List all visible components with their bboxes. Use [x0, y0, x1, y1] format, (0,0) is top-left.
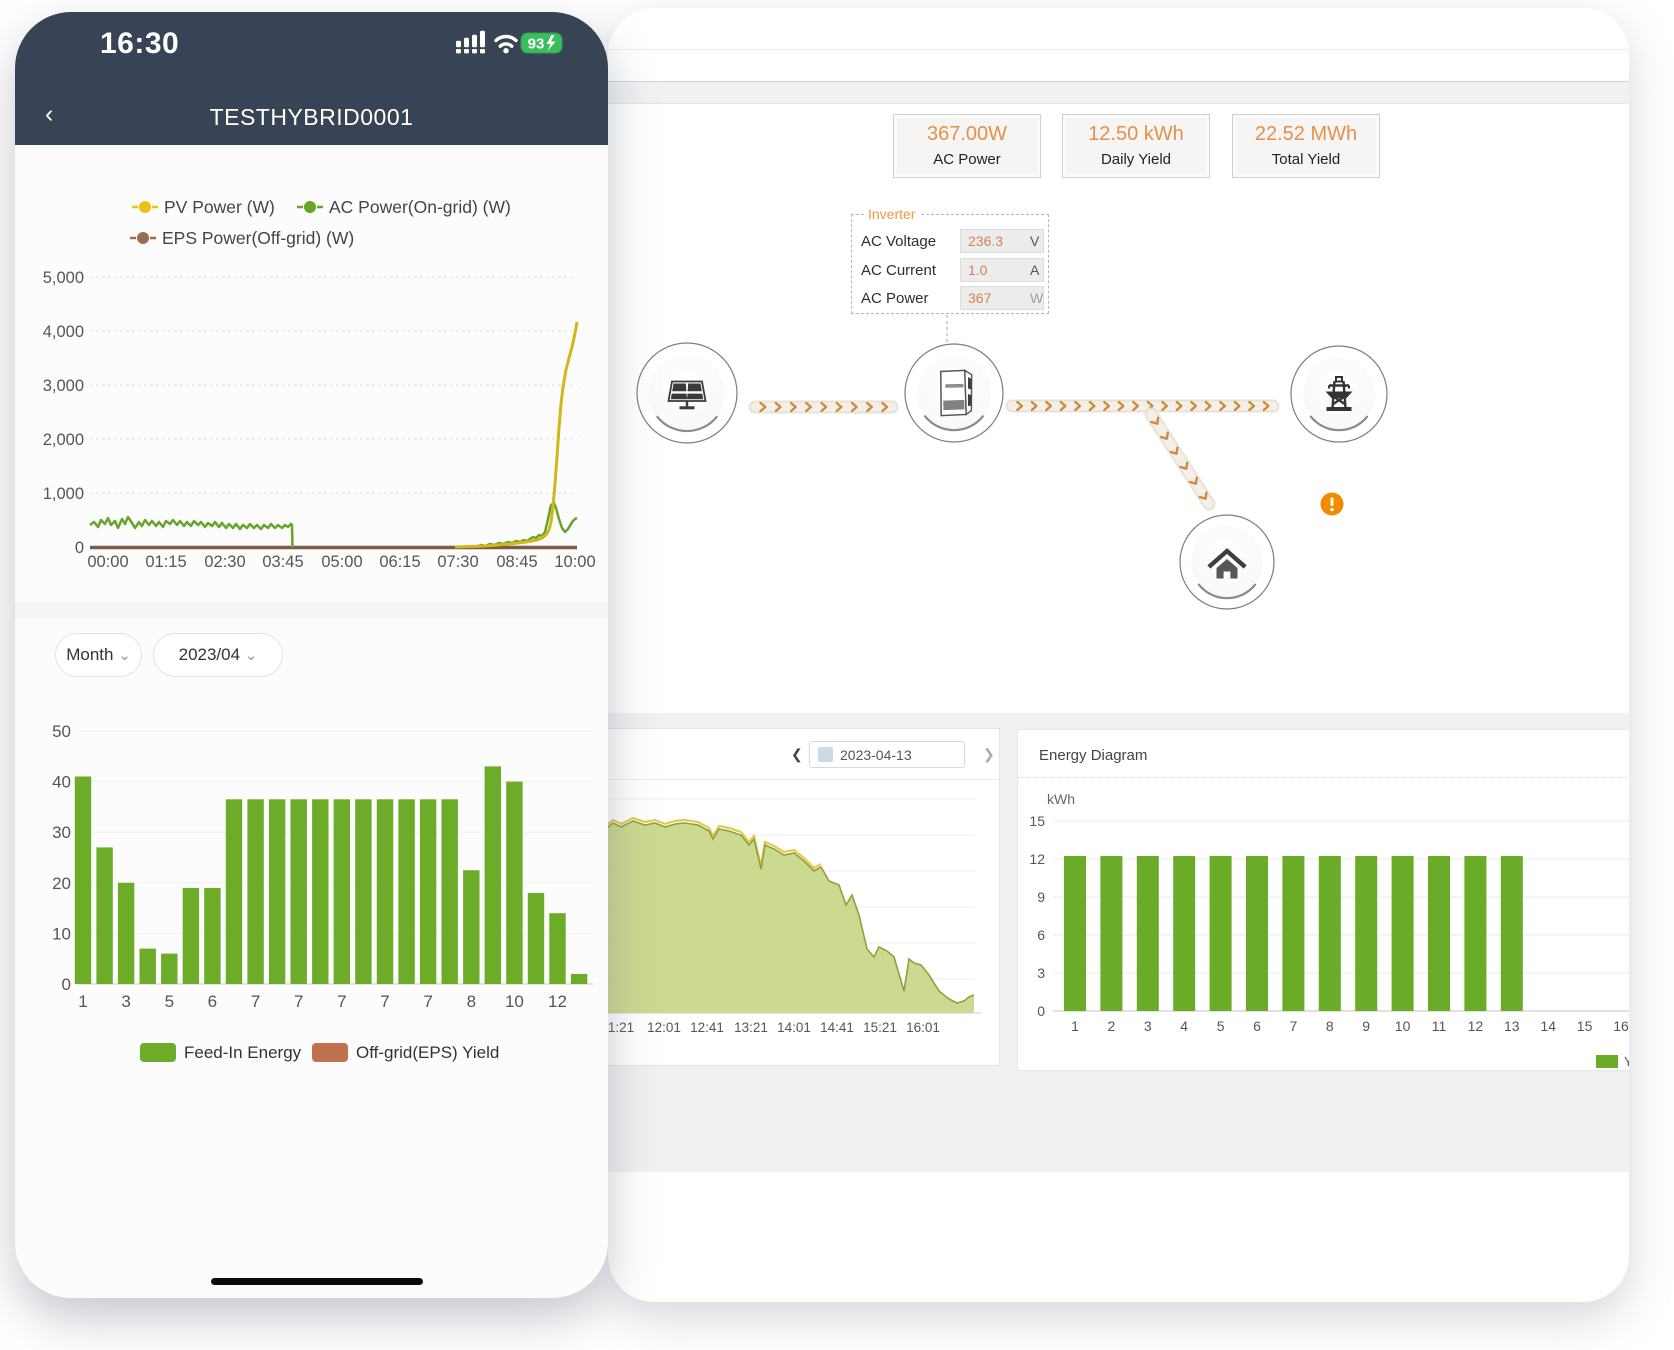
svg-text:14: 14 — [1540, 1018, 1556, 1034]
svg-text:06:15: 06:15 — [379, 553, 420, 571]
svg-text:16: 16 — [1613, 1018, 1629, 1034]
svg-text:3: 3 — [1144, 1018, 1152, 1034]
svg-text:14:01: 14:01 — [777, 1020, 811, 1035]
svg-text:6: 6 — [1253, 1018, 1261, 1034]
svg-text:7: 7 — [1290, 1018, 1298, 1034]
svg-text:12: 12 — [1468, 1018, 1484, 1034]
svg-text:02:30: 02:30 — [204, 553, 245, 571]
svg-text:3: 3 — [1037, 965, 1045, 981]
svg-text:7: 7 — [294, 992, 303, 1011]
svg-text:kWh: kWh — [1047, 791, 1075, 807]
svg-text:0: 0 — [75, 539, 84, 557]
svg-text:4: 4 — [1180, 1018, 1188, 1034]
svg-text:1: 1 — [78, 992, 87, 1011]
svg-text:20: 20 — [52, 874, 71, 893]
svg-text:3,000: 3,000 — [43, 377, 84, 395]
svg-text:EPS Power(Off-grid) (W): EPS Power(Off-grid) (W) — [162, 228, 354, 248]
svg-text:8: 8 — [1326, 1018, 1334, 1034]
svg-text:7: 7 — [337, 992, 346, 1011]
svg-text:7: 7 — [251, 992, 260, 1011]
svg-text:03:45: 03:45 — [262, 553, 303, 571]
svg-text:0: 0 — [62, 975, 71, 994]
svg-text:93: 93 — [528, 35, 545, 52]
svg-text:10: 10 — [52, 924, 71, 943]
svg-text:9: 9 — [1037, 889, 1045, 905]
svg-text:6: 6 — [1037, 927, 1045, 943]
svg-text:40: 40 — [52, 773, 71, 792]
svg-text:Yield: Yield — [1624, 1054, 1629, 1069]
svg-text:1:21: 1:21 — [608, 1020, 634, 1035]
svg-text:00:00: 00:00 — [87, 553, 128, 571]
svg-text:15: 15 — [1577, 1018, 1593, 1034]
svg-text:08:45: 08:45 — [496, 553, 537, 571]
svg-text:13: 13 — [1504, 1018, 1520, 1034]
svg-text:12: 12 — [548, 992, 567, 1011]
svg-text:1,000: 1,000 — [43, 485, 84, 503]
svg-text:3: 3 — [121, 992, 130, 1011]
svg-text:30: 30 — [52, 823, 71, 842]
svg-text:07:30: 07:30 — [437, 553, 478, 571]
svg-text:5,000: 5,000 — [43, 269, 84, 287]
svg-text:AC Power(On-grid) (W): AC Power(On-grid) (W) — [329, 197, 511, 217]
svg-text:10: 10 — [505, 992, 524, 1011]
svg-text:13:21: 13:21 — [734, 1020, 768, 1035]
svg-text:10: 10 — [1395, 1018, 1411, 1034]
svg-text:12:41: 12:41 — [690, 1020, 724, 1035]
svg-text:4,000: 4,000 — [43, 323, 84, 341]
svg-text:2,000: 2,000 — [43, 431, 84, 449]
svg-text:12:01: 12:01 — [647, 1020, 681, 1035]
svg-text:14:41: 14:41 — [820, 1020, 854, 1035]
svg-text:9: 9 — [1362, 1018, 1370, 1034]
svg-text:1: 1 — [1071, 1018, 1079, 1034]
svg-text:PV Power (W): PV Power (W) — [164, 197, 275, 217]
svg-text:12: 12 — [1029, 851, 1045, 867]
svg-text:16:01: 16:01 — [906, 1020, 940, 1035]
svg-text:15: 15 — [1029, 813, 1045, 829]
svg-text:7: 7 — [380, 992, 389, 1011]
svg-text:6: 6 — [208, 992, 217, 1011]
svg-text:50: 50 — [52, 722, 71, 741]
svg-text:5: 5 — [1217, 1018, 1225, 1034]
svg-text:7: 7 — [423, 992, 432, 1011]
svg-text:5: 5 — [165, 992, 174, 1011]
svg-text:2: 2 — [1108, 1018, 1116, 1034]
svg-text:01:15: 01:15 — [145, 553, 186, 571]
svg-text:15:21: 15:21 — [863, 1020, 897, 1035]
svg-text:0: 0 — [1037, 1003, 1045, 1019]
svg-text:05:00: 05:00 — [321, 553, 362, 571]
svg-text:10:00: 10:00 — [554, 553, 595, 571]
svg-text:8: 8 — [467, 992, 476, 1011]
svg-text:11: 11 — [1432, 1018, 1447, 1034]
